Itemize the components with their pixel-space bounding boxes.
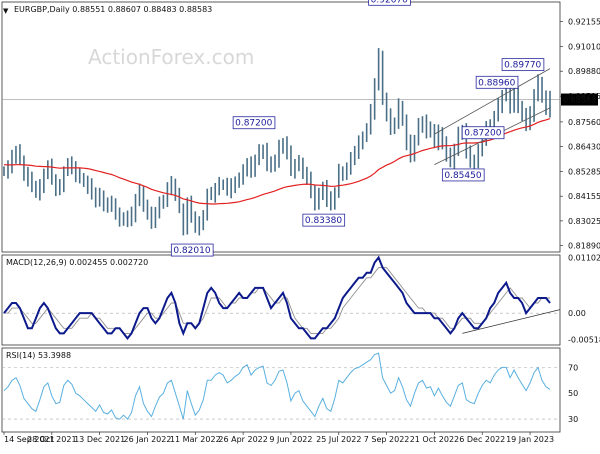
price-callout-box	[368, 0, 411, 6]
rsi-title: RSI(14) 53.3988	[6, 351, 71, 360]
price-y-tick-label: 0.85285	[568, 168, 600, 177]
price-callout-label: 0.82010	[173, 246, 210, 256]
price-callout-box	[232, 116, 276, 130]
x-tick-label: 6 Dec 2022	[459, 435, 505, 444]
pane-frame-price	[1, 1, 561, 253]
series-layer	[3, 48, 551, 420]
symbol-header: EURGBP,Daily 0.88551 0.88607 0.88483 0.8…	[14, 5, 212, 14]
x-tick-label: 13 Dec 2021	[74, 435, 125, 444]
macd-y-tick-label: 0.011023	[568, 253, 600, 262]
price-callout-box	[170, 243, 214, 257]
macd-title: MACD(12,26,9) 0.002455 0.002720	[6, 258, 148, 267]
x-tick-label: 19 Jan 2023	[506, 435, 554, 444]
price-y-tick-label: 0.87560	[568, 118, 600, 127]
price-callout-box	[441, 168, 485, 182]
price-callout-label: 0.85450	[444, 171, 481, 181]
price-y-tick-label: 0.89880	[568, 67, 600, 76]
macd-line	[3, 255, 551, 341]
overlay: 0.92670 0.88960 0.89770 0.87200 0.85450 0.872…	[170, 0, 598, 334]
price-callout-label: 0.89770	[504, 61, 541, 71]
rsi-y-tick-label: 30	[568, 415, 578, 424]
price-y-tick-label: 0.81890	[568, 242, 600, 251]
grid	[2, 21, 563, 435]
price-y-tick-label: 0.86430	[568, 143, 600, 152]
x-tick-label: 26 Jan 2022	[123, 435, 171, 444]
price-callout-label: 0.87200	[464, 129, 501, 139]
x-tick-label: 7 Sep 2022	[364, 435, 410, 444]
x-tick-label: 11 Mar 2022	[170, 435, 221, 444]
current-price-tag	[561, 93, 598, 106]
watermark: ActionForex.com	[88, 45, 254, 69]
x-tick-label: 21 Oct 2022	[410, 435, 459, 444]
price-callout-box	[461, 126, 505, 140]
x-tick-label: 28 Oct 2021	[27, 435, 76, 444]
price-callout-label: 0.88960	[478, 78, 515, 88]
rsi-line	[3, 352, 551, 420]
macd-y-tick-label: -0.005182	[568, 335, 600, 344]
price-y-tick-label: 0.88735	[568, 92, 600, 101]
x-tick-label: 9 Jun 2022	[269, 435, 312, 444]
x-tick-label: 14 Sep 2021	[4, 435, 55, 444]
price-chevron-icon: ▼	[3, 7, 9, 15]
pane-frames	[1, 1, 561, 433]
price-y-tick-label: 0.83025	[568, 217, 600, 226]
ma-line	[3, 118, 551, 205]
pane-frame-rsi	[1, 347, 561, 433]
price-callout-box	[475, 75, 519, 89]
price-y-tick-label: 0.92155	[568, 18, 600, 27]
rsi-y-tick-label: 70	[568, 363, 578, 372]
price-callout-label: 0.92670	[371, 0, 408, 5]
x-tick-label: 25 Jul 2022	[316, 435, 361, 444]
price-callout-label: 0.83380	[305, 216, 342, 226]
rsi-y-tick-label: 50	[568, 389, 578, 398]
channel-upper-line	[434, 68, 551, 135]
price-callout-box	[302, 213, 346, 227]
x-tick-label: 26 Apr 2022	[218, 435, 267, 444]
price-y-tick-label: 0.91010	[568, 43, 600, 52]
macd-trendline	[462, 309, 561, 334]
pane-frame-macd	[1, 254, 561, 346]
labels: 0.92155 0.91010 0.89880 0.88735 0.87560 0.864…	[4, 18, 600, 444]
current-price-tag-label: 0.88583	[563, 96, 596, 105]
price-callout-box	[501, 58, 545, 72]
price-callout-label: 0.87200	[235, 119, 272, 129]
price-y-tick-label: 0.84155	[568, 192, 600, 201]
macd-y-tick-label: 0.00	[568, 309, 586, 318]
